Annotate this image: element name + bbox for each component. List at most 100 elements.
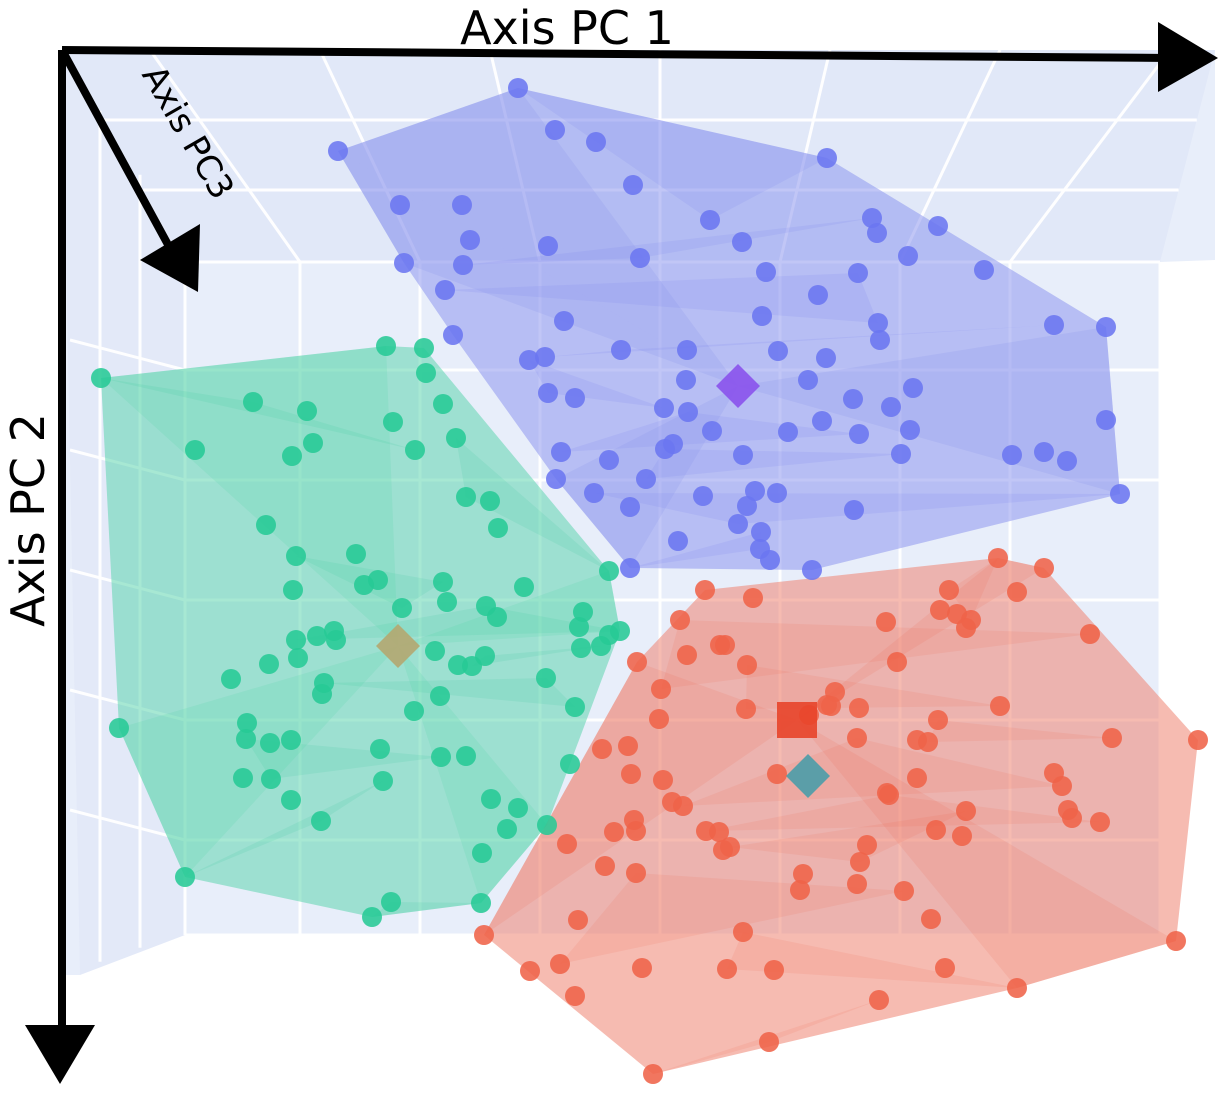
cluster-2-point (431, 747, 451, 767)
cluster-2-inner-facet (456, 438, 609, 571)
cluster-2-point (414, 338, 434, 358)
cluster-2-point (456, 487, 476, 507)
cluster-1-facet (738, 327, 1120, 494)
cluster-1-point (745, 481, 765, 501)
cluster-3-point (847, 728, 867, 748)
cluster-1-point (700, 210, 720, 230)
cluster-1-point (928, 216, 948, 236)
cluster-3-point (793, 864, 813, 884)
x-axis-title: Axis PC 1 (460, 1, 674, 55)
cluster-1-point (870, 330, 890, 350)
cluster-points (91, 78, 1208, 1084)
cluster-2-point (288, 648, 308, 668)
cluster-3-diamond-marker (786, 754, 830, 798)
cluster-1-inner-facet (630, 532, 761, 568)
cluster-2-point (471, 893, 491, 913)
y-axis-arrowhead (25, 1025, 95, 1084)
x-axis-arrowhead (1158, 22, 1218, 92)
cluster-1-point (611, 340, 631, 360)
cluster-2-facet (398, 571, 620, 646)
cluster-3-point (621, 764, 641, 784)
cluster-1-inner-facet (463, 218, 872, 265)
cluster-1-point (551, 442, 571, 462)
cluster-1-point (778, 422, 798, 442)
grid-line-left (69, 808, 186, 842)
cluster-1-facet (338, 88, 738, 386)
cluster-2-inner-facet (101, 378, 415, 450)
cluster-3-inner-facet (706, 795, 1100, 831)
cluster-1-point (508, 78, 528, 98)
cluster-2-point (303, 433, 323, 453)
cluster-1-point (903, 378, 923, 398)
cluster-2-point (599, 625, 619, 645)
cluster-3-point (930, 600, 950, 620)
cluster-2-point (508, 798, 528, 818)
cluster-3-inner-facet (730, 811, 966, 862)
cluster-2-point (392, 598, 412, 618)
cluster-3-point (990, 696, 1010, 716)
cluster-1-point (599, 450, 619, 470)
cluster-1-inner-facet (518, 88, 827, 220)
grid-line-top (148, 49, 302, 263)
cluster-1-point (435, 280, 455, 300)
cluster-1-point (756, 262, 776, 282)
cluster-1-facet (338, 151, 738, 386)
cluster-2-inner-facet (296, 606, 620, 640)
cluster-3-point (557, 834, 577, 854)
cluster-1-point (538, 236, 558, 256)
cluster-3-point (474, 925, 494, 945)
cluster-1-point (394, 253, 414, 273)
cluster-3-facet (797, 558, 1044, 720)
cluster-2-point (297, 401, 317, 421)
cluster-3-point (673, 796, 693, 816)
cluster-3-inner-facet (683, 738, 1062, 806)
cluster-3-point (918, 732, 938, 752)
cluster-3-point (1052, 776, 1072, 796)
cluster-2-point (430, 686, 450, 706)
cluster-2-facet (101, 346, 398, 646)
cluster-1-point (452, 195, 472, 215)
cluster-2-point (514, 577, 534, 597)
cluster-3-point (709, 822, 729, 842)
cluster-1-point (868, 313, 888, 333)
cluster-1-point (816, 348, 836, 368)
cluster-2-point (221, 669, 241, 689)
cluster-1-point (519, 350, 539, 370)
cluster-2-point (286, 546, 306, 566)
cluster-1-point (1044, 315, 1064, 335)
cluster-3-point (849, 698, 869, 718)
cluster-2-point (175, 867, 195, 887)
cluster-1-point (453, 255, 473, 275)
cluster-2-point (281, 730, 301, 750)
cluster-3-point (1188, 730, 1208, 750)
cluster-1-point (630, 248, 650, 268)
cluster-3-point (1007, 978, 1027, 998)
cluster-3-inner-facet (949, 558, 998, 620)
cluster-3-point (790, 880, 810, 900)
cluster-2-point (312, 684, 332, 704)
cluster-1-point (798, 370, 818, 390)
cluster-1-point (678, 402, 698, 422)
cluster-2-facet (119, 646, 398, 877)
cluster-2-point (571, 638, 591, 658)
cluster-1-point (817, 148, 837, 168)
cluster-2-point (446, 428, 466, 448)
cluster-3-point (767, 764, 787, 784)
cluster-2-point (416, 363, 436, 383)
cluster-2-point (109, 718, 129, 738)
cluster-2-point (497, 819, 517, 839)
cluster-1-point (732, 232, 752, 252)
cluster-2-point (236, 729, 256, 749)
cluster-3-point (956, 801, 976, 821)
cluster-3-point (643, 1064, 663, 1084)
cluster-1-point (668, 531, 688, 551)
cluster-3-point (651, 679, 671, 699)
cluster-3-point (1062, 808, 1082, 828)
cluster-1-point (900, 420, 920, 440)
cluster-1-point (1096, 317, 1116, 337)
cluster-1-centroid-marker (716, 364, 760, 408)
cluster-2-point (261, 769, 281, 789)
cluster-2-point (480, 491, 500, 511)
cluster-1-point (812, 411, 832, 431)
cluster-1-point (390, 195, 410, 215)
